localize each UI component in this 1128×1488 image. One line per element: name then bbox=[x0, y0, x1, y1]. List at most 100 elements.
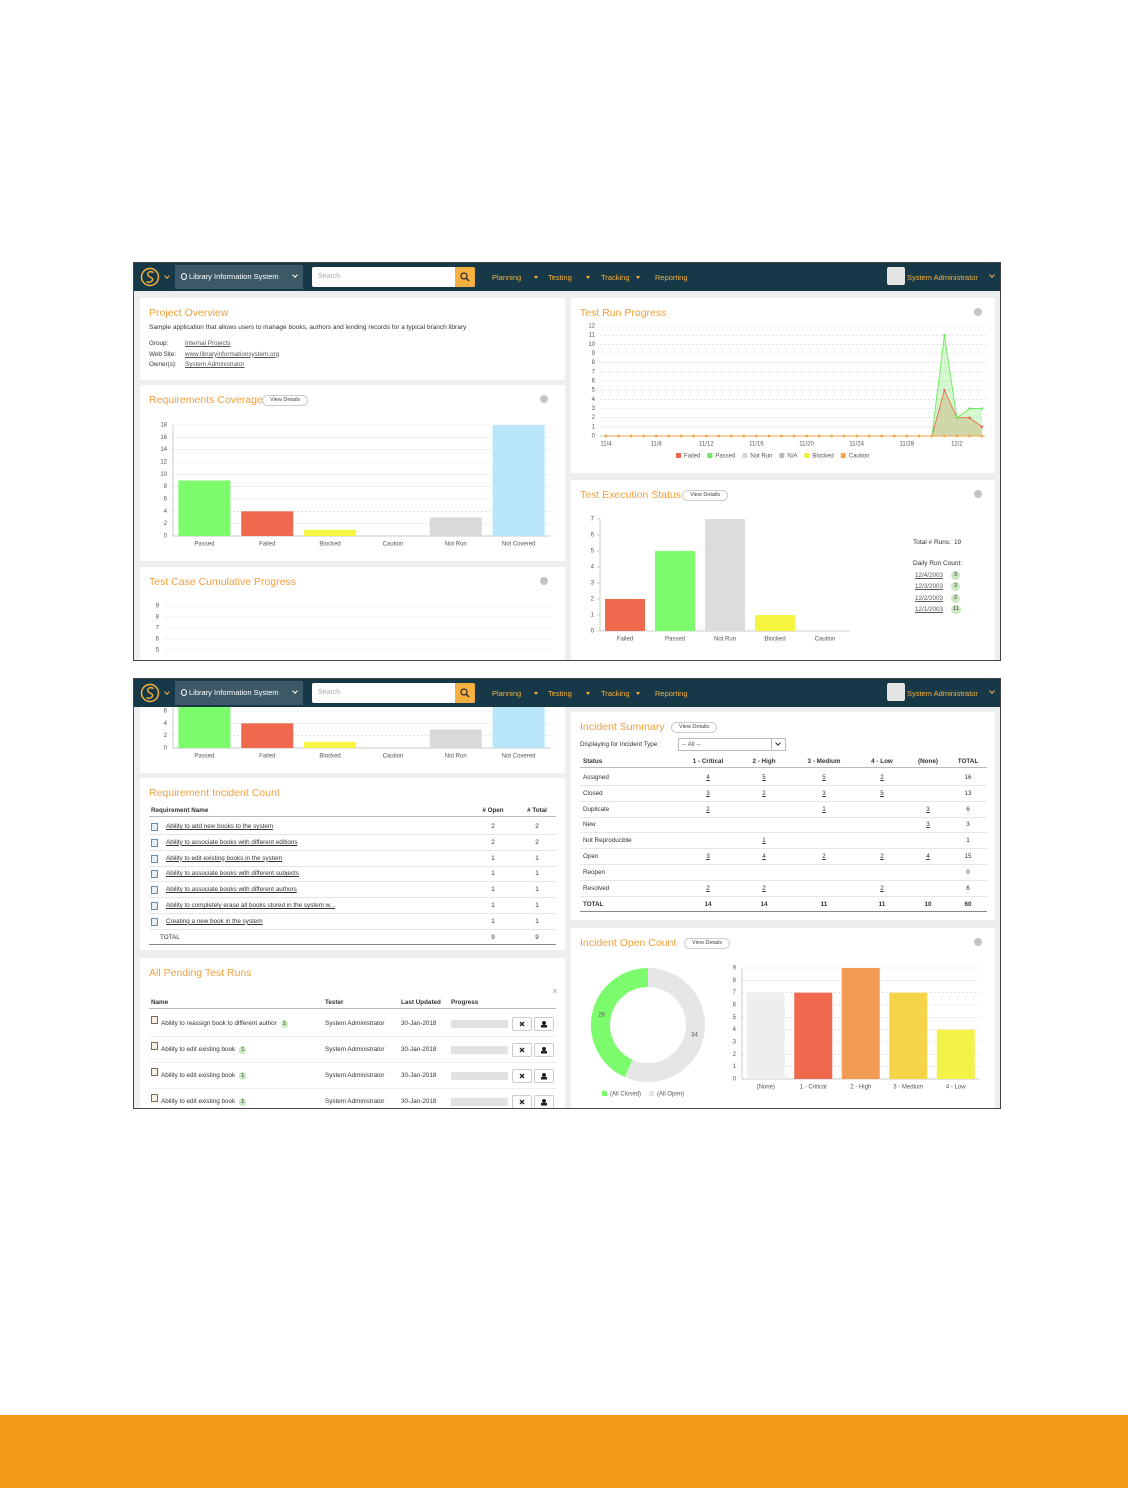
count-cell: 1 bbox=[491, 854, 495, 862]
column-header: Status bbox=[583, 758, 603, 765]
daily-run-date[interactable]: 12/1/2003 bbox=[915, 605, 944, 613]
count-cell[interactable]: 1 bbox=[762, 837, 766, 845]
requirement-icon bbox=[151, 823, 158, 831]
y-tick-label: 6 bbox=[164, 497, 168, 503]
assign-button[interactable] bbox=[534, 1095, 554, 1108]
incident-type-select[interactable]: -- All -- bbox=[678, 738, 786, 751]
count-cell[interactable]: 2 bbox=[880, 884, 884, 892]
field-value[interactable]: Internal Projects bbox=[185, 340, 231, 347]
count-cell[interactable]: 3 bbox=[706, 789, 710, 797]
x-tick-label: Blocked bbox=[319, 542, 340, 548]
requirement-link[interactable]: Ability to edit existing books in the sy… bbox=[166, 854, 283, 862]
project-icon bbox=[181, 689, 187, 696]
nav-menu-item[interactable]: Testing bbox=[548, 273, 572, 282]
delete-button[interactable] bbox=[512, 1043, 532, 1057]
search-input[interactable]: Search bbox=[312, 267, 455, 287]
progress-bar bbox=[451, 1072, 508, 1080]
row-rule bbox=[580, 800, 987, 802]
search-button[interactable] bbox=[455, 683, 475, 703]
search-button[interactable] bbox=[455, 267, 475, 287]
count-cell[interactable]: 3 bbox=[822, 789, 826, 797]
nav-menu-item[interactable]: Testing bbox=[548, 689, 572, 698]
y-tick-label: 6 bbox=[591, 533, 595, 539]
field-value[interactable]: System Administrator bbox=[185, 361, 245, 368]
search-input[interactable]: Search bbox=[312, 683, 455, 703]
caret bbox=[586, 692, 590, 695]
x-tick-label: Not Covered bbox=[502, 754, 536, 760]
count-cell[interactable]: 2 bbox=[762, 884, 766, 892]
count-cell[interactable]: 4 bbox=[706, 774, 710, 781]
view-details-button[interactable]: View Details bbox=[671, 722, 718, 733]
test-execution-status-panel: Test Execution Status View Details 0 1 2 3 4 5 6… bbox=[571, 480, 995, 660]
people-body bbox=[541, 1051, 547, 1054]
legend-swatch bbox=[649, 1091, 655, 1096]
requirement-link[interactable]: Ability to completely erase all books st… bbox=[166, 902, 336, 909]
count-cell[interactable]: 3 bbox=[926, 821, 930, 829]
view-details-button[interactable]: View Details bbox=[682, 490, 729, 501]
caret bbox=[636, 276, 640, 279]
count-cell[interactable]: 2 bbox=[706, 884, 710, 892]
count-cell[interactable]: 2 bbox=[880, 774, 884, 781]
info-icon bbox=[974, 938, 982, 946]
requirement-link[interactable]: Creating a new book in the system bbox=[166, 917, 263, 925]
series-area bbox=[606, 335, 982, 436]
test-run-name-wrap: Ability to edit existing book 1 bbox=[161, 1045, 247, 1055]
point bbox=[604, 434, 608, 438]
count-cell[interactable]: 2 bbox=[762, 789, 766, 797]
column-header: TOTAL bbox=[957, 758, 979, 765]
y-tick-label: 4 bbox=[164, 509, 168, 515]
point bbox=[930, 434, 934, 438]
nav-menu-item[interactable]: Reporting bbox=[655, 689, 688, 698]
requirement-link[interactable]: Ability to associate books with differen… bbox=[166, 870, 299, 878]
daily-run-date[interactable]: 12/4/2003 bbox=[915, 572, 944, 579]
requirement-link[interactable]: Ability to associate books with differen… bbox=[166, 838, 298, 846]
donut-segment bbox=[624, 968, 705, 1082]
navbar: Library Information System Search Planning… bbox=[134, 679, 1000, 707]
count-cell[interactable]: 1 bbox=[822, 805, 826, 813]
count-cell[interactable]: 3 bbox=[706, 853, 710, 860]
project-selector[interactable]: Library Information System bbox=[175, 265, 303, 289]
view-details-button[interactable]: View Details bbox=[684, 938, 731, 949]
y-tick-label: 6 bbox=[164, 709, 168, 715]
count-cell[interactable]: 3 bbox=[926, 805, 930, 813]
daily-run-date[interactable]: 12/2/2003 bbox=[915, 594, 944, 602]
count-cell[interactable]: 5 bbox=[762, 774, 766, 781]
count-cell[interactable]: 2 bbox=[822, 853, 826, 860]
delete-button[interactable] bbox=[512, 1069, 532, 1083]
count-cell[interactable]: 4 bbox=[762, 853, 766, 860]
nav-menu-item[interactable]: Planning bbox=[492, 689, 522, 698]
tester-cell: System Administrator bbox=[325, 1091, 387, 1108]
nav-menu-item[interactable]: Tracking bbox=[601, 273, 630, 282]
count-cell[interactable]: 4 bbox=[926, 853, 930, 860]
requirement-icon bbox=[151, 870, 158, 879]
requirement-link[interactable]: Ability to associate books with differen… bbox=[166, 886, 297, 894]
assign-button[interactable] bbox=[534, 1069, 554, 1083]
count-cell[interactable]: 2 bbox=[706, 805, 710, 813]
project-name: Library Information System bbox=[189, 272, 279, 281]
caret bbox=[586, 276, 590, 279]
count-cell[interactable]: 5 bbox=[822, 774, 826, 781]
nav-menu-item[interactable]: Reporting bbox=[655, 273, 688, 282]
delete-button[interactable] bbox=[512, 1017, 532, 1031]
nav-menu-item[interactable]: Planning bbox=[492, 273, 522, 282]
assign-button[interactable] bbox=[534, 1017, 554, 1031]
requirement-link[interactable]: Ability to add new books to the system bbox=[166, 823, 274, 830]
y-tick-label: 12 bbox=[588, 324, 595, 330]
x-tick-label: Caution bbox=[383, 542, 404, 548]
count-cell[interactable]: 5 bbox=[880, 789, 884, 797]
project-selector[interactable]: Library Information System bbox=[175, 681, 303, 705]
delete-button[interactable] bbox=[512, 1095, 532, 1108]
row-rule bbox=[149, 1062, 556, 1063]
view-details-button[interactable]: View Details bbox=[262, 395, 309, 406]
x-tick-label: 11/28 bbox=[900, 442, 915, 448]
user-name[interactable]: System Administrator bbox=[907, 689, 978, 698]
tester-cell: System Administrator bbox=[325, 1013, 387, 1035]
user-name[interactable]: System Administrator bbox=[907, 273, 978, 282]
assign-button[interactable] bbox=[534, 1043, 554, 1057]
daily-run-date[interactable]: 12/3/2003 bbox=[915, 583, 944, 591]
count-cell[interactable]: 2 bbox=[880, 853, 884, 860]
incident-open-count-panel: Incident Open Count View Details 0 1 2 3 4 5 6 7 8… bbox=[571, 928, 995, 1108]
nav-menu-item[interactable]: Tracking bbox=[601, 689, 630, 698]
field-value[interactable]: www.libraryinformationsystem.org bbox=[185, 350, 280, 358]
